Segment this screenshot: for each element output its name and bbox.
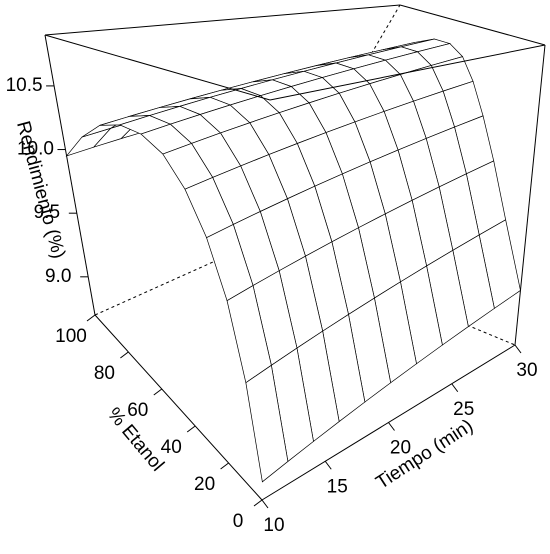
y-tick (86, 314, 96, 322)
surface-cell (245, 364, 289, 483)
y-tick (153, 388, 163, 396)
x-tick-label: 20 (390, 438, 411, 459)
x-tick (514, 344, 522, 354)
y-tick (220, 462, 229, 470)
box-edge (399, 4, 546, 46)
y-tick-label: 20 (194, 474, 215, 495)
y-tick-label: 80 (94, 363, 115, 384)
x-tick (261, 499, 269, 509)
x-tick-label: 25 (453, 399, 474, 420)
y-tick (253, 499, 263, 507)
y-tick-label: 100 (55, 326, 87, 347)
box-edge (94, 314, 263, 501)
y-tick-label: 0 (233, 511, 244, 532)
z-tick-label: 10.5 (6, 75, 43, 96)
y-tick (186, 425, 196, 433)
z-tick-label: 9.0 (45, 266, 71, 287)
y-tick (120, 351, 129, 359)
x-tick-label: 30 (516, 360, 537, 381)
x-tick (324, 460, 332, 470)
x-axis-label: Tiempo (min) (372, 416, 477, 494)
x-tick-label: 15 (327, 476, 348, 497)
box-edge-hidden (261, 239, 516, 346)
box-edge (514, 44, 546, 346)
z-tick-label: 9.5 (34, 202, 60, 223)
z-tick-label: 10.0 (17, 139, 54, 160)
x-tick (451, 383, 459, 393)
y-tick-label: 60 (127, 400, 148, 421)
box-edge (44, 34, 96, 316)
x-tick-label: 10 (263, 515, 284, 536)
box-edge (44, 4, 401, 36)
y-tick-label: 40 (161, 437, 182, 458)
box-edge (44, 34, 271, 101)
box-edge (269, 44, 546, 101)
x-tick (388, 422, 395, 431)
